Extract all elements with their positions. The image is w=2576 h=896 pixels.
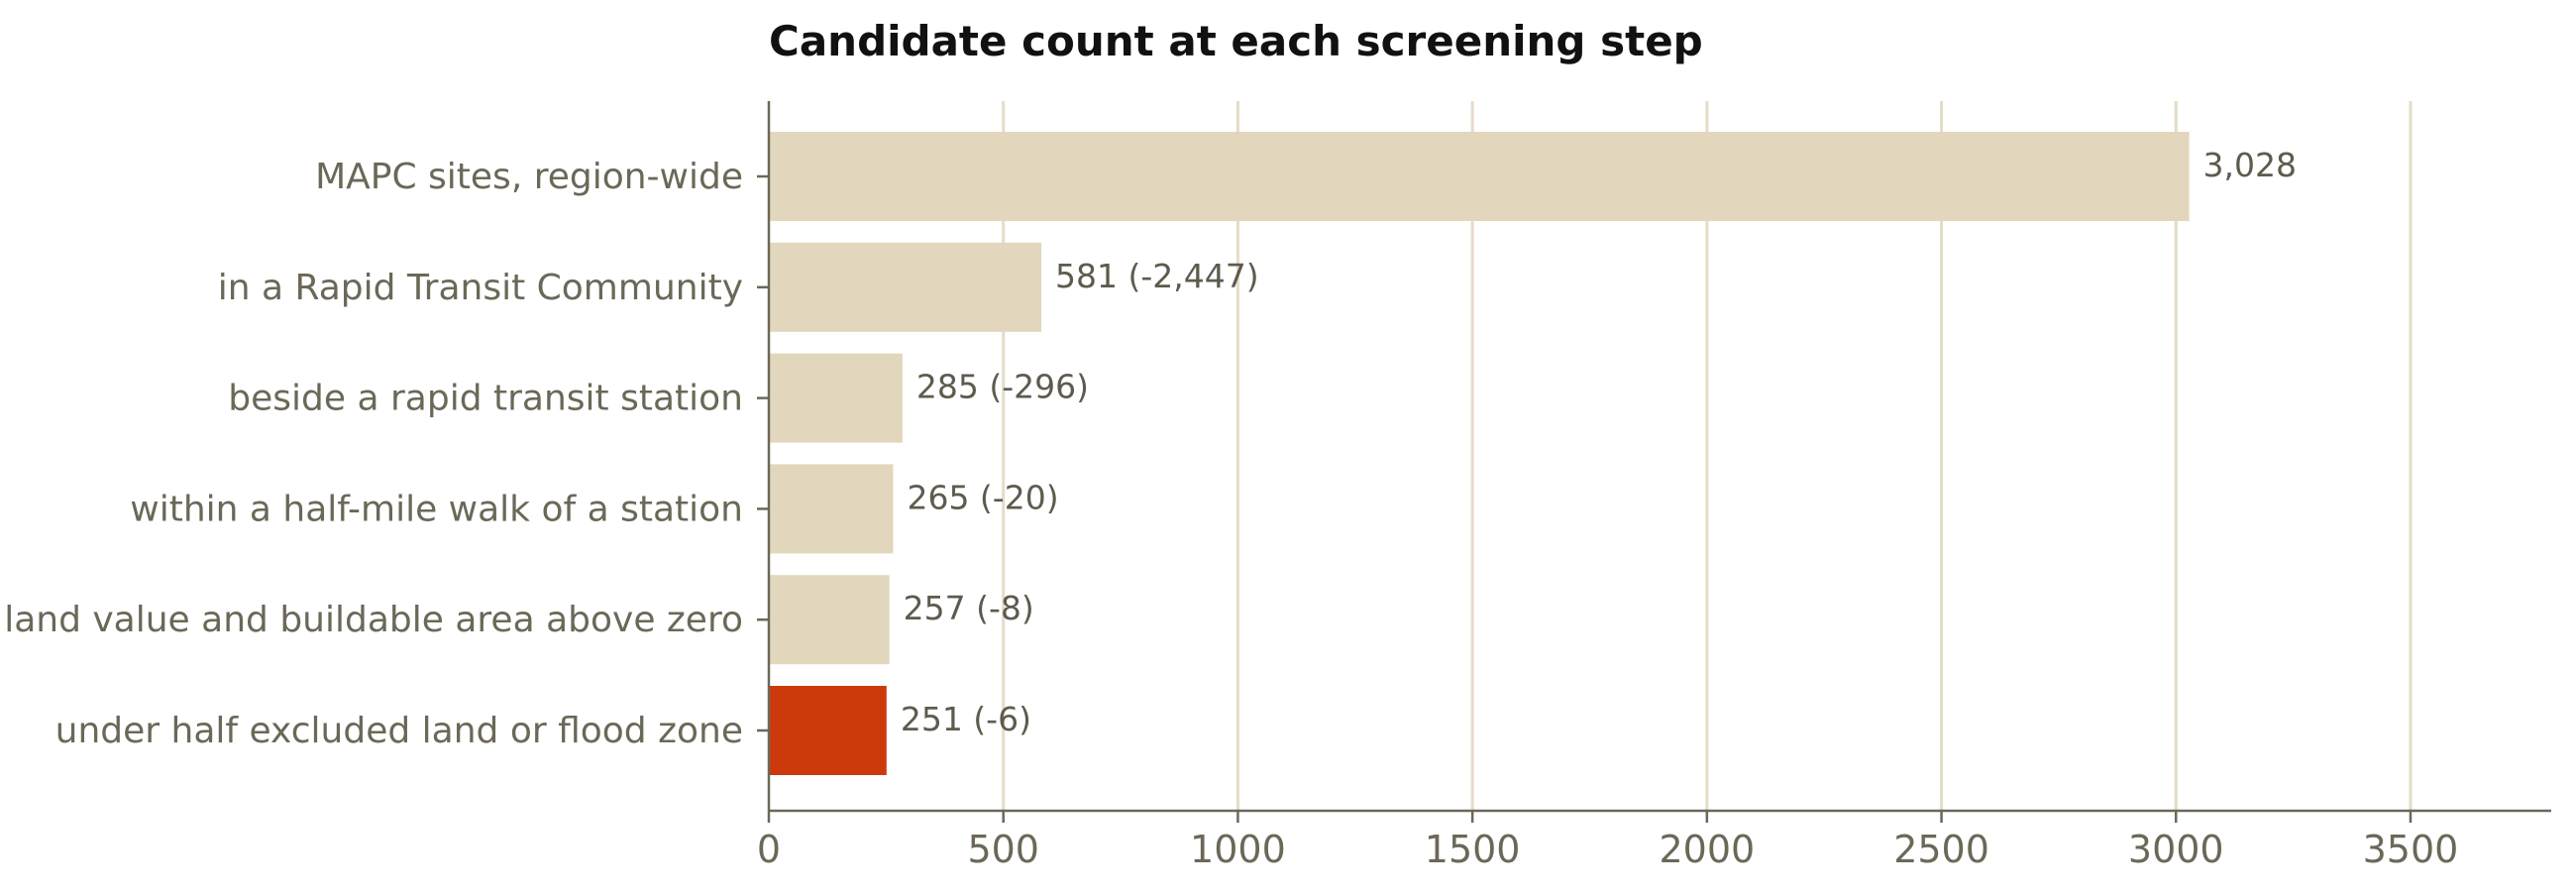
- bar-4: [769, 575, 890, 665]
- bar-3: [769, 464, 894, 554]
- bar-5: [769, 686, 887, 775]
- x-tick-label-3500: 3500: [2363, 828, 2459, 871]
- bars: 3,028 581 (-2,447) 285 (-296) 265 (-20) 257 …: [769, 132, 2297, 775]
- category-label-1: in a Rapid Transit Community: [218, 268, 743, 308]
- data-label-3: 265 (-20): [907, 478, 1058, 516]
- category-label-3: within a half-mile walk of a station: [130, 489, 743, 529]
- data-label-2: 285 (-296): [916, 368, 1089, 406]
- x-tick-label-500: 500: [967, 828, 1039, 871]
- bar-1: [769, 242, 1042, 332]
- x-tick-label-0: 0: [757, 828, 781, 871]
- bar-2: [769, 353, 903, 443]
- data-label-0: 3,028: [2203, 146, 2297, 184]
- x-tick-label-2500: 2500: [1893, 828, 1989, 871]
- data-label-4: 257 (-8): [904, 589, 1034, 627]
- category-label-4: land value and buildable area above zero: [4, 600, 743, 640]
- data-label-5: 251 (-6): [901, 700, 1031, 738]
- x-tick-label-1500: 1500: [1425, 828, 1521, 871]
- category-label-0: MAPC sites, region-wide: [315, 157, 743, 197]
- category-label-2: beside a rapid transit station: [228, 379, 743, 419]
- x-tick-label-2000: 2000: [1659, 828, 1755, 871]
- chart-title: Candidate count at each screening step: [769, 17, 1703, 65]
- category-label-5: under half excluded land or flood zone: [55, 711, 743, 751]
- axes: MAPC sites, region-wide in a Rapid Transi…: [4, 101, 2551, 871]
- x-tick-label-1000: 1000: [1190, 828, 1286, 871]
- data-label-1: 581 (-2,447): [1055, 257, 1259, 295]
- x-tick-label-3000: 3000: [2128, 828, 2224, 871]
- bar-0: [769, 132, 2190, 221]
